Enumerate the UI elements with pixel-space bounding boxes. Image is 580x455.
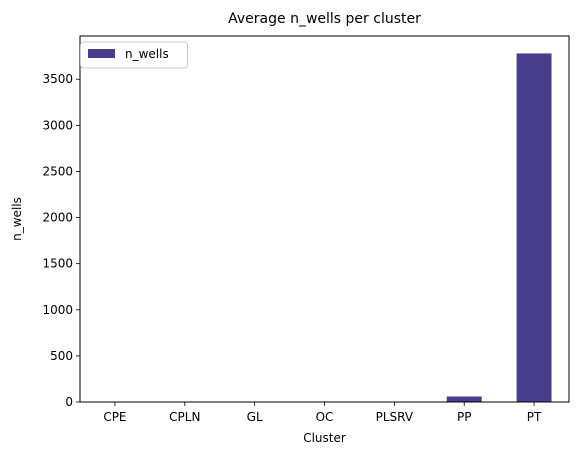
legend-label: n_wells bbox=[125, 47, 169, 61]
x-tick-label: GL bbox=[247, 410, 263, 424]
bars-group bbox=[97, 53, 552, 403]
bar-pt bbox=[516, 53, 552, 403]
legend-box bbox=[80, 41, 188, 69]
y-axis-label: n_wells bbox=[10, 197, 24, 241]
bar-pp bbox=[446, 396, 482, 402]
legend: n_wells bbox=[80, 41, 188, 69]
x-tick-label: CPLN bbox=[169, 410, 200, 424]
x-tick-label: PT bbox=[527, 410, 542, 424]
x-tick-label: CPE bbox=[103, 410, 126, 424]
y-axis-ticks: 0 500 1000 1500 2000 2500 3000 3500 bbox=[42, 72, 80, 409]
x-tick-label: OC bbox=[316, 410, 334, 424]
y-tick-label: 2500 bbox=[42, 164, 73, 178]
x-axis-label: Cluster bbox=[303, 431, 346, 445]
y-tick-label: 2000 bbox=[42, 211, 73, 225]
legend-swatch bbox=[88, 49, 115, 58]
y-tick-label: 3500 bbox=[42, 72, 73, 86]
x-tick-label: PLSRV bbox=[376, 410, 414, 424]
chart-title: Average n_wells per cluster bbox=[228, 11, 421, 27]
y-tick-label: 500 bbox=[50, 349, 73, 363]
plot-area-frame bbox=[79, 35, 570, 403]
y-tick-label: 1000 bbox=[42, 303, 73, 317]
x-axis-ticks: CPE CPLN GL OC PLSRV PP PT bbox=[103, 402, 542, 424]
y-tick-label: 3000 bbox=[42, 118, 73, 132]
y-tick-label: 1500 bbox=[42, 257, 73, 271]
y-tick-label: 0 bbox=[65, 395, 73, 409]
x-tick-label: PP bbox=[457, 410, 471, 424]
